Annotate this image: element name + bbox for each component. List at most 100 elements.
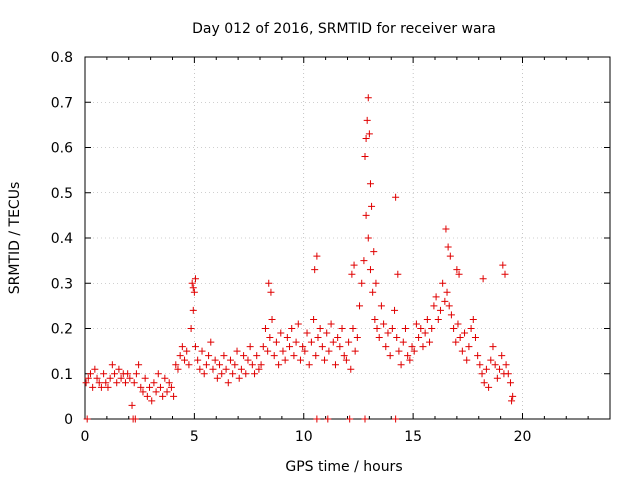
data-point <box>412 320 420 328</box>
data-point <box>152 388 160 396</box>
y-tick-label: 0 <box>64 412 73 428</box>
data-point <box>279 347 287 355</box>
data-point <box>318 343 326 351</box>
y-tick-label: 0.6 <box>51 141 73 157</box>
data-point <box>482 365 490 373</box>
x-tick-label: 15 <box>404 429 422 445</box>
data-point <box>150 379 158 387</box>
data-point <box>91 365 99 373</box>
data-point <box>211 356 219 364</box>
data-point <box>366 180 374 188</box>
data-point <box>428 325 436 332</box>
data-point <box>188 279 196 287</box>
data-point <box>417 325 425 332</box>
data-point <box>342 356 350 364</box>
data-point <box>277 329 285 337</box>
data-point <box>237 365 245 373</box>
data-point <box>371 315 379 323</box>
data-point <box>382 343 390 351</box>
data-point <box>491 361 499 369</box>
data-point <box>167 383 175 391</box>
data-point <box>331 361 339 369</box>
data-point <box>474 352 482 360</box>
data-point <box>323 329 331 337</box>
data-point <box>410 347 418 355</box>
data-point <box>194 356 202 364</box>
data-point <box>146 383 154 391</box>
data-point <box>327 320 335 328</box>
data-point <box>444 243 452 251</box>
data-point <box>268 315 276 323</box>
data-point <box>347 365 355 373</box>
data-point <box>281 356 289 364</box>
data-point <box>178 343 186 351</box>
data-point <box>121 379 129 387</box>
data-point <box>458 347 466 355</box>
data-point <box>296 356 304 364</box>
data-point <box>139 388 147 396</box>
data-point <box>362 211 370 219</box>
data-point <box>191 275 199 283</box>
data-point <box>446 252 454 260</box>
data-point <box>159 392 167 400</box>
data-point <box>375 334 383 342</box>
data-point <box>321 356 329 364</box>
data-point <box>202 361 210 369</box>
grid-lines <box>85 57 610 419</box>
data-point <box>244 356 252 364</box>
data-point <box>267 288 275 296</box>
data-point <box>148 397 156 405</box>
data-point <box>436 306 444 314</box>
data-point <box>361 415 369 423</box>
data-point <box>172 361 180 369</box>
data-point <box>372 279 380 287</box>
data-point <box>456 334 464 342</box>
data-point <box>174 365 182 373</box>
data-point <box>358 279 366 287</box>
data-point <box>502 361 510 369</box>
data-point <box>106 374 114 382</box>
data-point <box>102 379 110 387</box>
data-point <box>443 288 451 296</box>
data-point <box>305 361 313 369</box>
data-point <box>361 153 369 161</box>
data-point <box>89 383 97 391</box>
data-point <box>392 193 400 201</box>
data-point <box>478 370 486 378</box>
data-point <box>130 379 138 387</box>
data-point <box>135 361 143 369</box>
data-point <box>108 361 116 369</box>
data-point <box>423 315 431 323</box>
data-point <box>353 334 361 342</box>
y-tick-label: 0.5 <box>51 186 73 202</box>
data-point <box>218 370 226 378</box>
data-point <box>183 347 191 355</box>
data-point <box>404 352 412 360</box>
data-point <box>432 293 440 301</box>
data-point <box>312 352 320 360</box>
data-point <box>419 343 427 351</box>
data-point <box>469 315 477 323</box>
x-tick-label: 0 <box>81 429 90 445</box>
data-point <box>229 370 237 378</box>
data-point <box>117 374 125 382</box>
data-point <box>156 383 164 391</box>
data-point <box>313 252 321 260</box>
data-point <box>266 334 274 342</box>
data-point <box>209 365 217 373</box>
data-point <box>265 279 273 287</box>
data-point <box>392 415 400 423</box>
data-point <box>290 352 298 360</box>
data-point <box>246 343 254 351</box>
data-point <box>207 338 215 346</box>
data-point <box>452 338 460 346</box>
data-point <box>447 311 455 319</box>
data-point <box>82 379 90 387</box>
data-point <box>348 270 356 278</box>
data-point <box>393 334 401 342</box>
data-point <box>345 338 353 346</box>
data-point <box>128 401 136 409</box>
data-point <box>205 352 213 360</box>
data-point <box>463 356 471 364</box>
data-point <box>259 343 267 351</box>
